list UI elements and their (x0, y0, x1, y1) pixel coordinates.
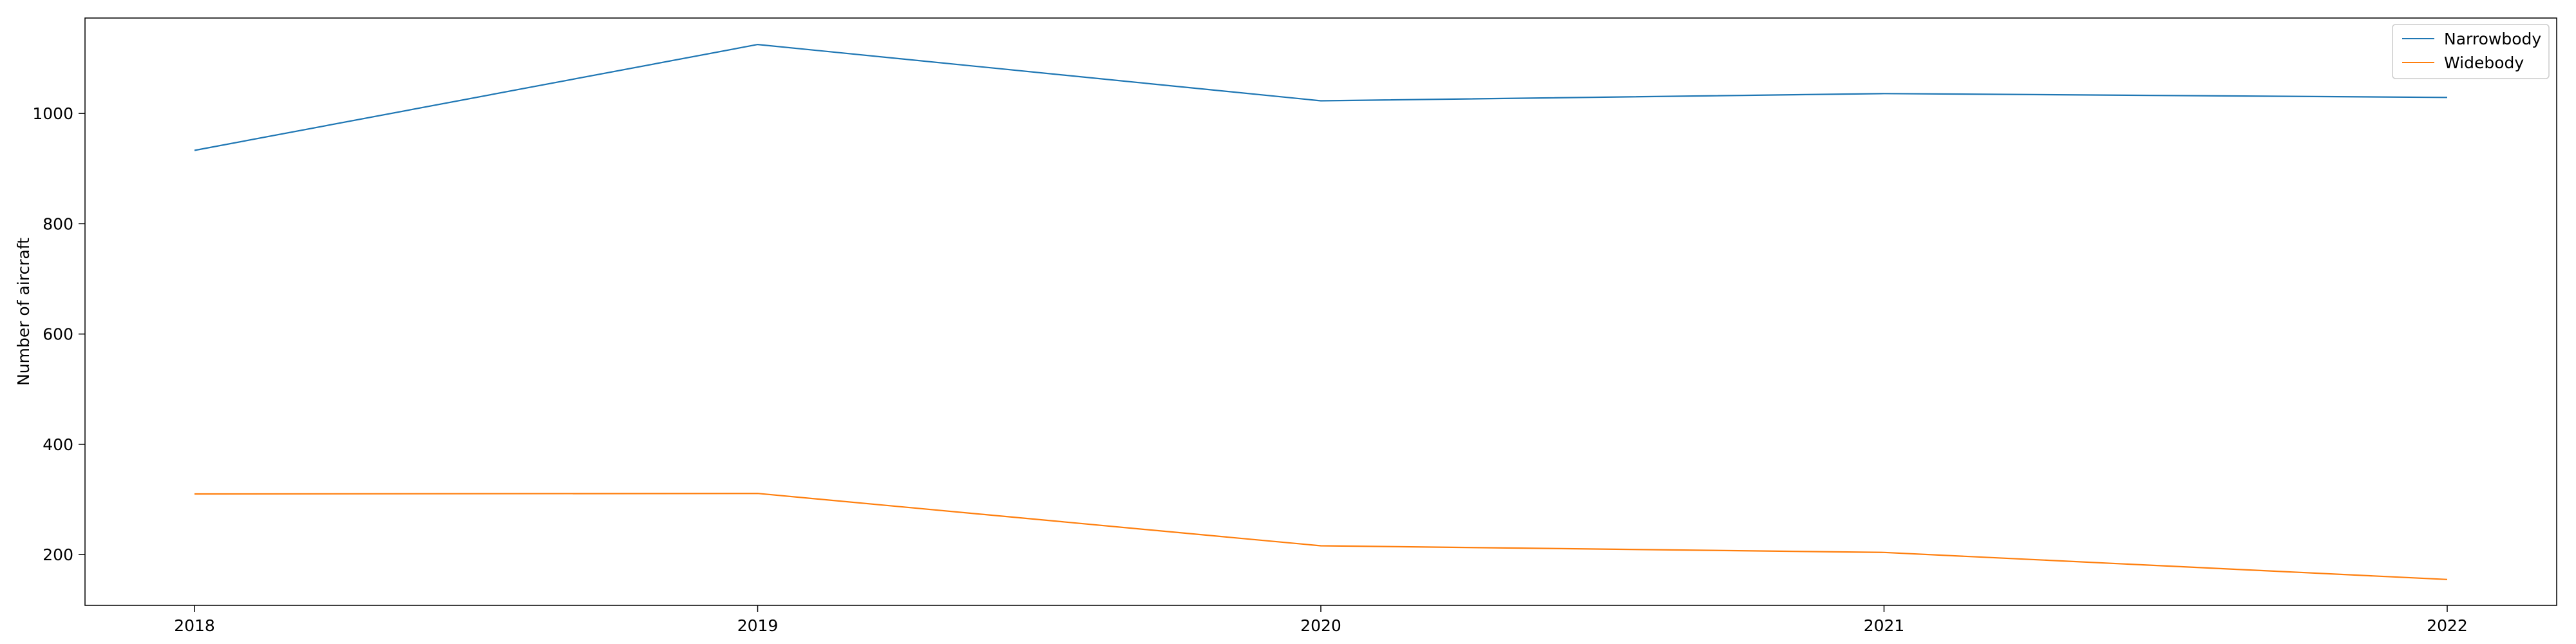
plot-lines (194, 43, 2448, 580)
y-tick-label: 1000 (32, 104, 73, 123)
x-axis: 2018 2019 2020 2021 2022 (174, 605, 2468, 635)
legend-label-widebody: Widebody (2444, 53, 2524, 72)
x-tick-label: 2018 (174, 616, 215, 635)
y-axis: 200 400 600 800 1000 (32, 104, 85, 564)
y-axis-label: Number of aircraft (14, 238, 33, 386)
x-tick-label: 2019 (737, 616, 779, 635)
y-tick-label: 400 (43, 435, 73, 454)
x-tick-label: 2021 (1864, 616, 1905, 635)
legend: Narrowbody Widebody (2392, 24, 2550, 79)
series-line-narrowbody (194, 43, 2448, 151)
y-tick-label: 600 (43, 325, 73, 344)
y-tick-label: 800 (43, 214, 73, 233)
x-tick-label: 2022 (2427, 616, 2468, 635)
x-tick-label: 2020 (1300, 616, 1341, 635)
legend-label-narrowbody: Narrowbody (2444, 30, 2541, 48)
y-tick-label: 200 (43, 545, 73, 564)
series-line-widebody (194, 493, 2448, 580)
